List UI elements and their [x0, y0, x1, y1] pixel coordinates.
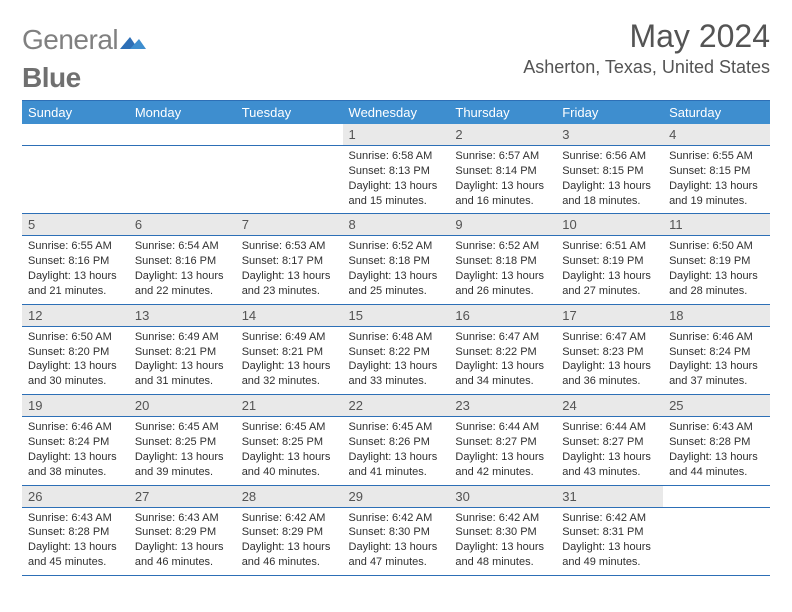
day-number-cell: 1	[343, 124, 450, 146]
day-number-row: 567891011	[22, 214, 770, 236]
day-info-cell: Sunrise: 6:45 AMSunset: 8:25 PMDaylight:…	[129, 417, 236, 485]
day-info-cell: Sunrise: 6:53 AMSunset: 8:17 PMDaylight:…	[236, 236, 343, 304]
logo-text-2: Blue	[22, 62, 81, 93]
day-number-cell	[129, 124, 236, 146]
weekday-header: Monday	[129, 101, 236, 124]
location: Asherton, Texas, United States	[523, 57, 770, 78]
day-info-cell	[22, 146, 129, 214]
day-number-row: 1234	[22, 124, 770, 146]
day-info-cell: Sunrise: 6:42 AMSunset: 8:29 PMDaylight:…	[236, 507, 343, 575]
day-info-cell: Sunrise: 6:45 AMSunset: 8:26 PMDaylight:…	[343, 417, 450, 485]
day-info-cell: Sunrise: 6:50 AMSunset: 8:20 PMDaylight:…	[22, 326, 129, 394]
day-number-cell: 31	[556, 485, 663, 507]
day-info-cell: Sunrise: 6:49 AMSunset: 8:21 PMDaylight:…	[236, 326, 343, 394]
day-info-cell: Sunrise: 6:47 AMSunset: 8:22 PMDaylight:…	[449, 326, 556, 394]
logo-text: General Blue	[22, 24, 146, 94]
header: General Blue May 2024 Asherton, Texas, Un…	[22, 18, 770, 94]
day-info-cell: Sunrise: 6:58 AMSunset: 8:13 PMDaylight:…	[343, 146, 450, 214]
day-number-cell: 9	[449, 214, 556, 236]
day-number-cell: 15	[343, 304, 450, 326]
day-info-cell: Sunrise: 6:55 AMSunset: 8:15 PMDaylight:…	[663, 146, 770, 214]
day-info-cell: Sunrise: 6:48 AMSunset: 8:22 PMDaylight:…	[343, 326, 450, 394]
day-number-cell	[22, 124, 129, 146]
title-block: May 2024 Asherton, Texas, United States	[523, 18, 770, 78]
day-number-cell: 20	[129, 395, 236, 417]
day-info-cell: Sunrise: 6:43 AMSunset: 8:28 PMDaylight:…	[22, 507, 129, 575]
day-number-cell: 22	[343, 395, 450, 417]
day-info-cell: Sunrise: 6:55 AMSunset: 8:16 PMDaylight:…	[22, 236, 129, 304]
day-number-cell: 12	[22, 304, 129, 326]
day-number-cell: 25	[663, 395, 770, 417]
day-info-row: Sunrise: 6:43 AMSunset: 8:28 PMDaylight:…	[22, 507, 770, 575]
day-info-cell: Sunrise: 6:51 AMSunset: 8:19 PMDaylight:…	[556, 236, 663, 304]
day-number-cell: 7	[236, 214, 343, 236]
logo-text-1: General	[22, 24, 118, 55]
day-info-row: Sunrise: 6:50 AMSunset: 8:20 PMDaylight:…	[22, 326, 770, 394]
day-info-cell: Sunrise: 6:42 AMSunset: 8:30 PMDaylight:…	[343, 507, 450, 575]
day-info-cell: Sunrise: 6:45 AMSunset: 8:25 PMDaylight:…	[236, 417, 343, 485]
day-number-cell: 27	[129, 485, 236, 507]
day-number-cell: 23	[449, 395, 556, 417]
day-number-cell: 10	[556, 214, 663, 236]
day-info-cell: Sunrise: 6:49 AMSunset: 8:21 PMDaylight:…	[129, 326, 236, 394]
day-info-cell: Sunrise: 6:50 AMSunset: 8:19 PMDaylight:…	[663, 236, 770, 304]
logo-mark-icon	[120, 24, 146, 56]
weekday-header-row: SundayMondayTuesdayWednesdayThursdayFrid…	[22, 101, 770, 124]
day-number-cell: 21	[236, 395, 343, 417]
day-info-cell: Sunrise: 6:46 AMSunset: 8:24 PMDaylight:…	[22, 417, 129, 485]
day-number-cell: 19	[22, 395, 129, 417]
day-info-row: Sunrise: 6:58 AMSunset: 8:13 PMDaylight:…	[22, 146, 770, 214]
day-info-row: Sunrise: 6:46 AMSunset: 8:24 PMDaylight:…	[22, 417, 770, 485]
day-number-cell: 29	[343, 485, 450, 507]
day-number-cell: 13	[129, 304, 236, 326]
day-info-cell: Sunrise: 6:46 AMSunset: 8:24 PMDaylight:…	[663, 326, 770, 394]
day-info-cell: Sunrise: 6:44 AMSunset: 8:27 PMDaylight:…	[556, 417, 663, 485]
day-number-cell: 14	[236, 304, 343, 326]
day-number-cell: 24	[556, 395, 663, 417]
calendar-table: SundayMondayTuesdayWednesdayThursdayFrid…	[22, 101, 770, 576]
day-number-cell	[236, 124, 343, 146]
day-number-cell: 18	[663, 304, 770, 326]
day-number-cell: 26	[22, 485, 129, 507]
day-number-cell	[663, 485, 770, 507]
day-info-cell	[236, 146, 343, 214]
day-number-row: 12131415161718	[22, 304, 770, 326]
day-info-cell: Sunrise: 6:54 AMSunset: 8:16 PMDaylight:…	[129, 236, 236, 304]
weekday-header: Tuesday	[236, 101, 343, 124]
weekday-header: Saturday	[663, 101, 770, 124]
day-number-cell: 16	[449, 304, 556, 326]
weekday-header: Sunday	[22, 101, 129, 124]
day-info-cell: Sunrise: 6:42 AMSunset: 8:30 PMDaylight:…	[449, 507, 556, 575]
day-number-cell: 3	[556, 124, 663, 146]
day-info-cell: Sunrise: 6:52 AMSunset: 8:18 PMDaylight:…	[449, 236, 556, 304]
day-info-cell: Sunrise: 6:43 AMSunset: 8:29 PMDaylight:…	[129, 507, 236, 575]
day-info-cell	[129, 146, 236, 214]
day-number-cell: 4	[663, 124, 770, 146]
day-info-cell: Sunrise: 6:47 AMSunset: 8:23 PMDaylight:…	[556, 326, 663, 394]
day-info-cell: Sunrise: 6:42 AMSunset: 8:31 PMDaylight:…	[556, 507, 663, 575]
day-info-cell: Sunrise: 6:44 AMSunset: 8:27 PMDaylight:…	[449, 417, 556, 485]
weekday-header: Friday	[556, 101, 663, 124]
logo: General Blue	[22, 24, 146, 94]
day-number-cell: 2	[449, 124, 556, 146]
day-number-cell: 6	[129, 214, 236, 236]
day-number-cell: 5	[22, 214, 129, 236]
weekday-header: Wednesday	[343, 101, 450, 124]
day-info-cell: Sunrise: 6:56 AMSunset: 8:15 PMDaylight:…	[556, 146, 663, 214]
day-number-cell: 28	[236, 485, 343, 507]
day-number-cell: 8	[343, 214, 450, 236]
day-info-cell	[663, 507, 770, 575]
day-number-cell: 30	[449, 485, 556, 507]
day-number-cell: 17	[556, 304, 663, 326]
month-title: May 2024	[523, 18, 770, 55]
calendar-page: General Blue May 2024 Asherton, Texas, Un…	[0, 0, 792, 586]
day-number-cell: 11	[663, 214, 770, 236]
day-info-row: Sunrise: 6:55 AMSunset: 8:16 PMDaylight:…	[22, 236, 770, 304]
day-info-cell: Sunrise: 6:52 AMSunset: 8:18 PMDaylight:…	[343, 236, 450, 304]
weekday-header: Thursday	[449, 101, 556, 124]
day-number-row: 19202122232425	[22, 395, 770, 417]
day-info-cell: Sunrise: 6:43 AMSunset: 8:28 PMDaylight:…	[663, 417, 770, 485]
day-number-row: 262728293031	[22, 485, 770, 507]
day-info-cell: Sunrise: 6:57 AMSunset: 8:14 PMDaylight:…	[449, 146, 556, 214]
